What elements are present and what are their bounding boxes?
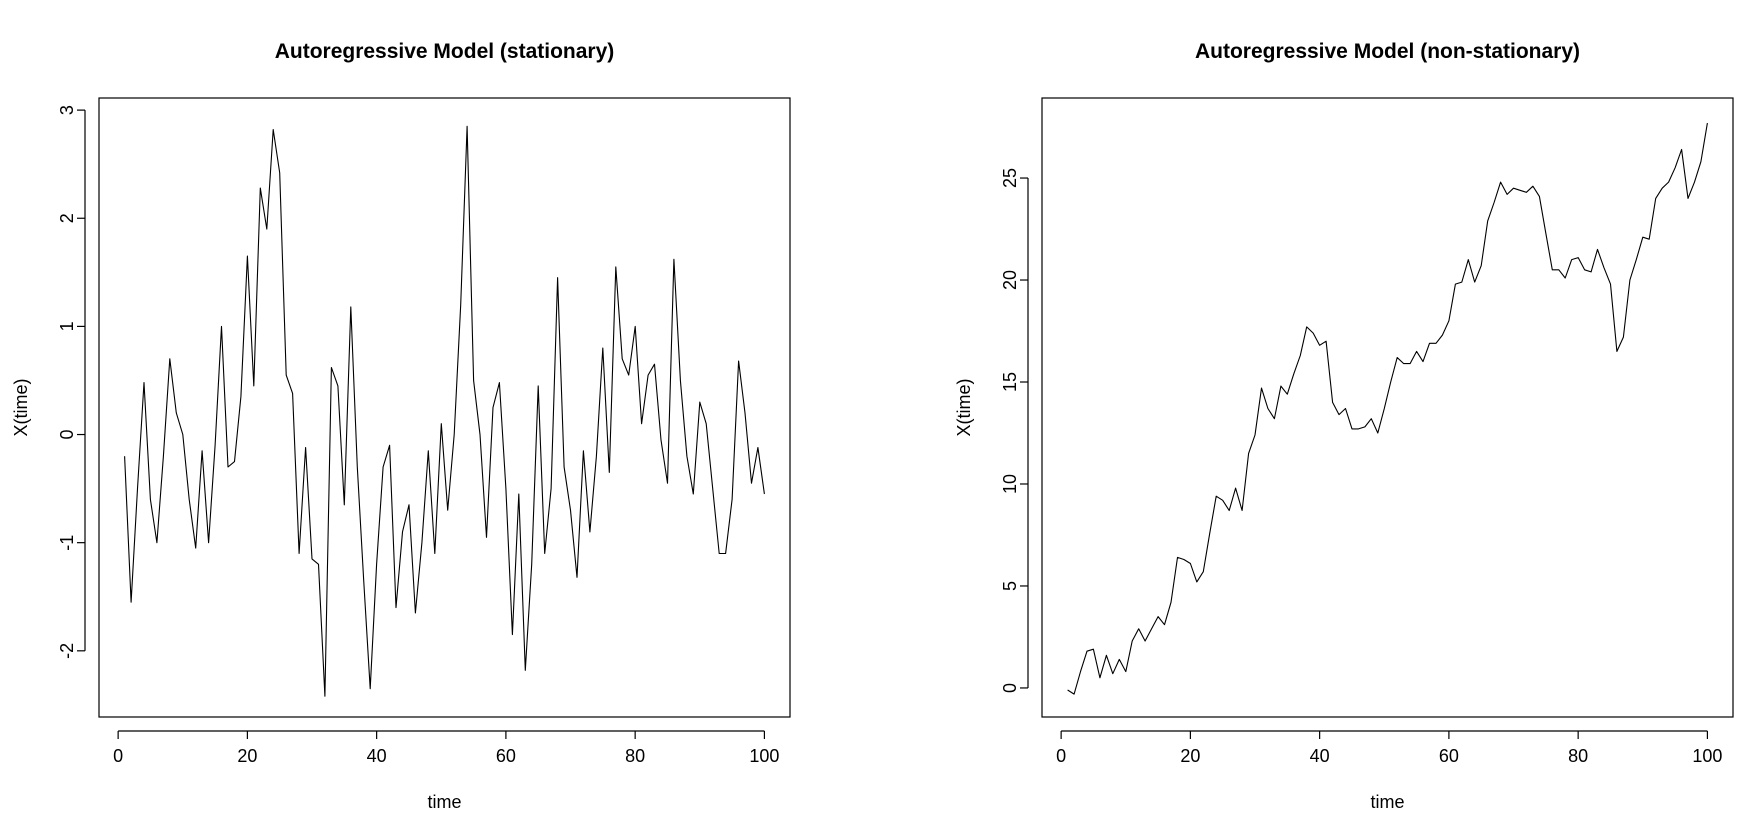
y-axis-label: X(time) — [954, 379, 974, 437]
y-tick-label: -1 — [57, 535, 77, 551]
stationary-panel: Autoregressive Model (stationary)0 20 40 60… — [11, 40, 791, 812]
y-axis-label: X(time) — [11, 379, 31, 437]
x-tick-label: 60 — [1439, 746, 1459, 766]
y-tick-label: 1 — [57, 321, 77, 331]
y-tick-label: 10 — [1000, 474, 1020, 494]
x-axis-label: time — [1370, 792, 1404, 812]
x-tick-label: 0 — [113, 746, 123, 766]
chart-title: Autoregressive Model (non-stationary) — [1195, 40, 1580, 63]
x-tick-label: 80 — [625, 746, 645, 766]
x-axis-label: time — [427, 792, 461, 812]
x-tick-label: 100 — [749, 746, 779, 766]
x-tick-label: 20 — [237, 746, 257, 766]
plot-frame — [98, 97, 791, 718]
chart-title: Autoregressive Model (stationary) — [275, 40, 615, 63]
y-tick-label: 5 — [1000, 581, 1020, 591]
y-tick-label: 0 — [57, 430, 77, 440]
y-tick-label: 0 — [1000, 683, 1020, 693]
non-stationary-panel: Autoregressive Model (non-stationary) 0 20… — [954, 40, 1734, 812]
x-tick-label: 40 — [367, 746, 387, 766]
y-tick-label: 15 — [1000, 372, 1020, 392]
x-tick-label: 40 — [1310, 746, 1330, 766]
x-tick-label: 80 — [1568, 746, 1588, 766]
x-tick-label: 60 — [496, 746, 516, 766]
y-tick-label: 20 — [1000, 270, 1020, 290]
series-line — [1067, 122, 1708, 695]
y-tick-label: -2 — [57, 643, 77, 659]
y-tick-label: 2 — [57, 213, 77, 223]
series-line — [124, 125, 765, 697]
x-tick-label: 20 — [1180, 746, 1200, 766]
x-tick-label: 0 — [1056, 746, 1066, 766]
plot-frame — [1041, 97, 1734, 718]
x-tick-label: 100 — [1692, 746, 1722, 766]
y-tick-label: 25 — [1000, 168, 1020, 188]
y-tick-label: 3 — [57, 105, 77, 115]
